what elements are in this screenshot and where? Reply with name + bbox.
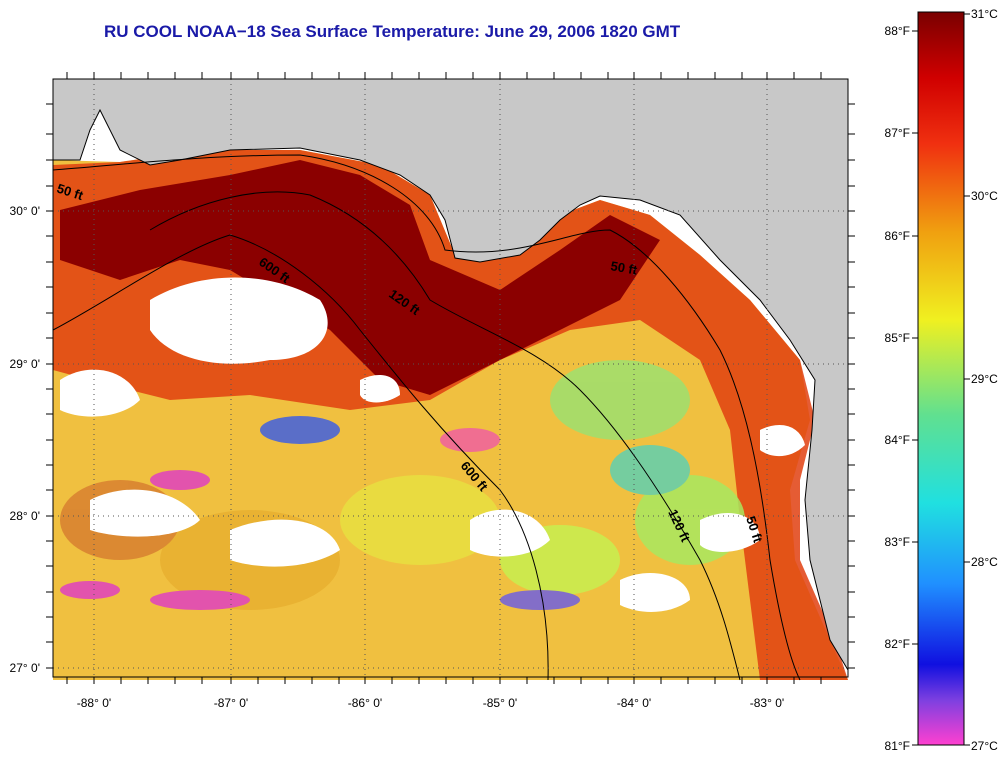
- lon-label: -87° 0': [214, 696, 248, 710]
- cloud-mask: [60, 277, 805, 612]
- longitude-labels: -88° 0' -87° 0' -86° 0' -85° 0' -84° 0' …: [77, 696, 784, 710]
- contour-120ft: [149, 191, 741, 681]
- lat-label: 27° 0': [10, 661, 40, 675]
- map-title: RU COOL NOAA−18 Sea Surface Temperature:…: [104, 22, 681, 41]
- lat-label: 29° 0': [10, 357, 40, 371]
- contour-600ft: [52, 234, 549, 681]
- coastline: [53, 108, 849, 671]
- colorbar: 88°F 87°F 86°F 85°F 84°F 83°F 82°F 81°F …: [885, 7, 999, 753]
- plot-frame: [52, 78, 849, 678]
- colorbar-f-label: 88°F: [885, 24, 910, 38]
- lon-label: -83° 0': [750, 696, 784, 710]
- isobath-contours: [52, 154, 801, 681]
- latitude-labels: 30° 0' 29° 0' 28° 0' 27° 0': [10, 204, 40, 675]
- sst-hot-core: [60, 160, 660, 395]
- colorbar-f-label: 83°F: [885, 535, 910, 549]
- lon-label: -85° 0': [483, 696, 517, 710]
- colorbar-f-label: 85°F: [885, 331, 910, 345]
- colorbar-c-label: 28°C: [971, 555, 998, 569]
- colorbar-c-label: 27°C: [971, 739, 998, 753]
- land-area: [53, 79, 848, 670]
- colorbar-f-label: 84°F: [885, 433, 910, 447]
- colorbar-c-label: 30°C: [971, 189, 998, 203]
- contour-label: 50 ft: [609, 258, 639, 278]
- lon-label: -84° 0': [617, 696, 651, 710]
- lon-label: -86° 0': [348, 696, 382, 710]
- lon-label: -88° 0': [77, 696, 111, 710]
- contour-50ft: [52, 154, 801, 681]
- colorbar-f-label: 87°F: [885, 126, 910, 140]
- colorbar-c-label: 31°C: [971, 7, 998, 21]
- lat-label: 28° 0': [10, 509, 40, 523]
- colorbar-f-label: 82°F: [885, 637, 910, 651]
- colorbar-gradient: [917, 11, 965, 746]
- map-plot-area: 50 ft 600 ft 120 ft 50 ft 600 ft 120 ft …: [52, 78, 849, 681]
- axis-ticks: [46, 72, 855, 684]
- colorbar-f-label: 86°F: [885, 229, 910, 243]
- colorbar-c-label: 29°C: [971, 372, 998, 386]
- colorbar-ticks: [912, 13, 970, 746]
- colorbar-f-label: 81°F: [885, 739, 910, 753]
- lat-label: 30° 0': [10, 204, 40, 218]
